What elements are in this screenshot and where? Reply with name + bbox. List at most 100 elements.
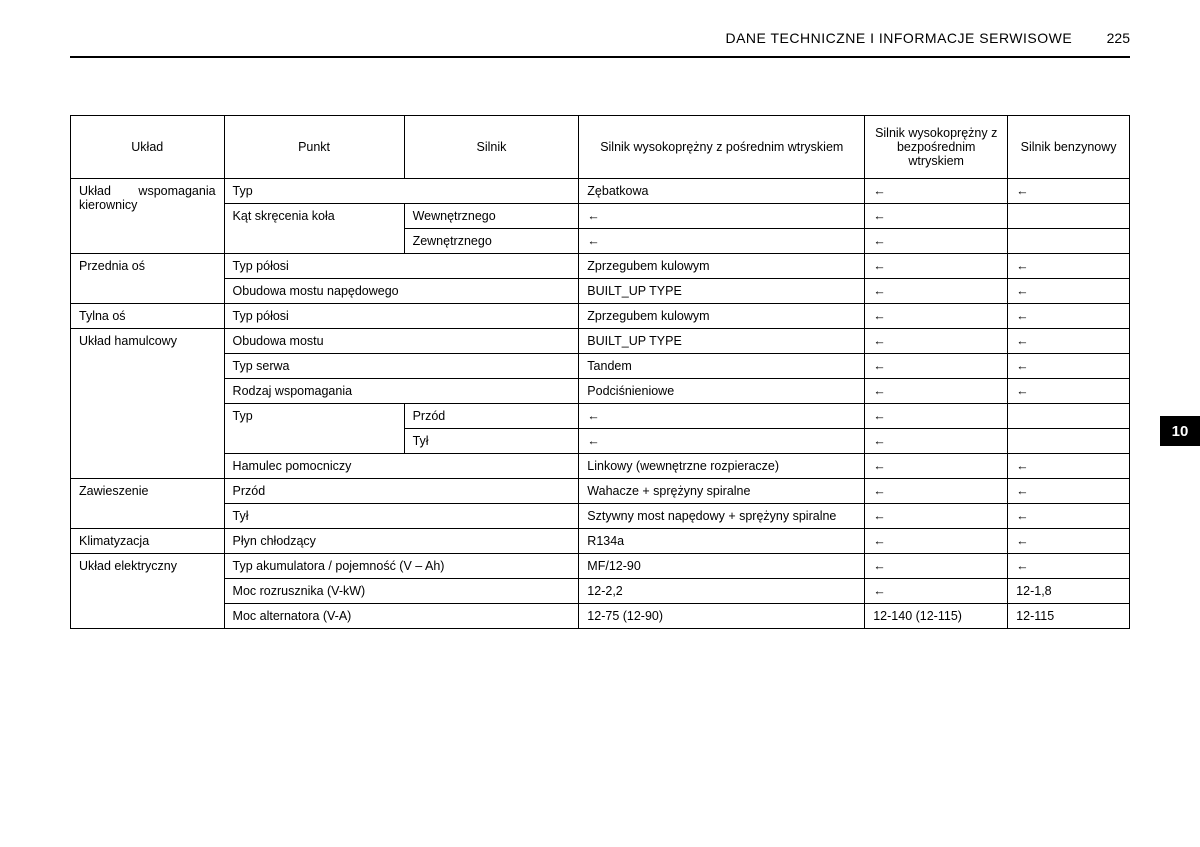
table-header-row: Układ Punkt Silnik Silnik wysokoprężny z…	[71, 116, 1130, 179]
group-front-axle: Przednia oś	[71, 254, 225, 304]
cell: Tandem	[579, 354, 865, 379]
cell: ←	[1008, 504, 1130, 529]
col-punkt: Punkt	[224, 116, 404, 179]
chapter-tab: 10	[1160, 416, 1200, 446]
cell: ←	[865, 429, 1008, 454]
cell: Typ	[224, 179, 579, 204]
cell: ←	[865, 254, 1008, 279]
table-row: Tył Sztywny most napędowy + sprężyny spi…	[71, 504, 1130, 529]
cell: ←	[865, 329, 1008, 354]
cell: Rodzaj wspomagania	[224, 379, 579, 404]
cell: ←	[579, 429, 865, 454]
cell: Obudowa mostu	[224, 329, 579, 354]
col-diesel-direct: Silnik wysokoprężny z bezpośrednim wtrys…	[865, 116, 1008, 179]
table-row: Zawieszenie Przód Wahacze + sprężyny spi…	[71, 479, 1130, 504]
cell: ←	[865, 504, 1008, 529]
table-row: Kąt skręcenia koła Wewnętrznego ← ←	[71, 204, 1130, 229]
table-row: Typ serwa Tandem ← ←	[71, 354, 1130, 379]
cell: ←	[1008, 554, 1130, 579]
table-row: Rodzaj wspomagania Podciśnieniowe ← ←	[71, 379, 1130, 404]
table-row: Przednia oś Typ półosi Zprzegubem kulowy…	[71, 254, 1130, 279]
col-uklad: Układ	[71, 116, 225, 179]
cell: ←	[865, 554, 1008, 579]
spec-table-container: Układ Punkt Silnik Silnik wysokoprężny z…	[70, 115, 1130, 629]
col-petrol: Silnik benzynowy	[1008, 116, 1130, 179]
cell: Typ serwa	[224, 354, 579, 379]
cell: Typ	[224, 404, 404, 454]
cell: Sztywny most napędowy + sprężyny spiraln…	[579, 504, 865, 529]
cell: Wahacze + sprężyny spiralne	[579, 479, 865, 504]
cell: Zewnętrznego	[404, 229, 579, 254]
cell: Tył	[224, 504, 579, 529]
cell: ←	[865, 579, 1008, 604]
cell: ←	[1008, 454, 1130, 479]
cell: ←	[1008, 354, 1130, 379]
cell: ←	[865, 304, 1008, 329]
cell: Podciśnieniowe	[579, 379, 865, 404]
cell: Hamulec pomocniczy	[224, 454, 579, 479]
cell: ←	[865, 204, 1008, 229]
table-row: Obudowa mostu napędowego BUILT_UP TYPE ←…	[71, 279, 1130, 304]
group-brake: Układ hamulcowy	[71, 329, 225, 479]
cell: Wewnętrznego	[404, 204, 579, 229]
cell	[1008, 229, 1130, 254]
cell: Typ akumulatora / pojemność (V – Ah)	[224, 554, 579, 579]
cell: Typ półosi	[224, 304, 579, 329]
cell: ←	[1008, 529, 1130, 554]
cell: Kąt skręcenia koła	[224, 204, 404, 254]
cell: Płyn chłodzący	[224, 529, 579, 554]
cell: ←	[865, 179, 1008, 204]
cell: ←	[865, 229, 1008, 254]
group-electrical: Układ elektryczny	[71, 554, 225, 629]
cell: R134a	[579, 529, 865, 554]
table-row: Moc rozrusznika (V-kW) 12-2,2 ← 12-1,8	[71, 579, 1130, 604]
cell: BUILT_UP TYPE	[579, 279, 865, 304]
cell: Zębatkowa	[579, 179, 865, 204]
cell: Typ półosi	[224, 254, 579, 279]
cell: Przód	[404, 404, 579, 429]
cell: ←	[579, 229, 865, 254]
cell: MF/12-90	[579, 554, 865, 579]
group-suspension: Zawieszenie	[71, 479, 225, 529]
cell: Moc rozrusznika (V-kW)	[224, 579, 579, 604]
table-row: Moc alternatora (V-A) 12-75 (12-90) 12-1…	[71, 604, 1130, 629]
cell: Tył	[404, 429, 579, 454]
table-row: Układ wspomagania kierownicy Typ Zębatko…	[71, 179, 1130, 204]
col-silnik: Silnik	[404, 116, 579, 179]
cell: ←	[579, 404, 865, 429]
page-number: 225	[1107, 30, 1130, 46]
cell: ←	[865, 479, 1008, 504]
cell	[1008, 404, 1130, 429]
cell: 12-140 (12-115)	[865, 604, 1008, 629]
cell: Zprzegubem kulowym	[579, 304, 865, 329]
cell	[1008, 204, 1130, 229]
cell: Przód	[224, 479, 579, 504]
cell: ←	[865, 354, 1008, 379]
cell: 12-115	[1008, 604, 1130, 629]
table-row: Klimatyzacja Płyn chłodzący R134a ← ←	[71, 529, 1130, 554]
cell: ←	[1008, 379, 1130, 404]
cell: ←	[1008, 254, 1130, 279]
cell: Moc alternatora (V-A)	[224, 604, 579, 629]
group-steering: Układ wspomagania kierownicy	[71, 179, 225, 254]
cell: ←	[865, 404, 1008, 429]
cell: ←	[1008, 479, 1130, 504]
cell: ←	[865, 529, 1008, 554]
cell: ←	[579, 204, 865, 229]
cell: BUILT_UP TYPE	[579, 329, 865, 354]
group-rear-axle: Tylna oś	[71, 304, 225, 329]
cell: Zprzegubem kulowym	[579, 254, 865, 279]
table-row: Typ Przód ← ←	[71, 404, 1130, 429]
cell: ←	[865, 454, 1008, 479]
col-diesel-indirect: Silnik wysokoprężny z pośrednim wtryskie…	[579, 116, 865, 179]
cell: ←	[1008, 329, 1130, 354]
header-title: DANE TECHNICZNE I INFORMACJE SERWISOWE	[725, 30, 1072, 46]
table-row: Hamulec pomocniczy Linkowy (wewnętrzne r…	[71, 454, 1130, 479]
cell	[1008, 429, 1130, 454]
cell: ←	[865, 379, 1008, 404]
table-row: Układ hamulcowy Obudowa mostu BUILT_UP T…	[71, 329, 1130, 354]
cell: 12-2,2	[579, 579, 865, 604]
cell: 12-75 (12-90)	[579, 604, 865, 629]
cell: ←	[865, 279, 1008, 304]
cell: ←	[1008, 179, 1130, 204]
